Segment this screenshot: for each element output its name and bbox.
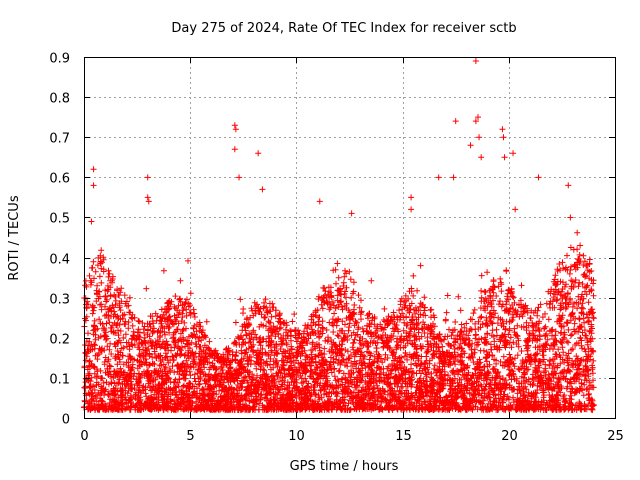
data-point: [232, 126, 239, 133]
data-point: [236, 174, 243, 181]
data-point: [231, 122, 238, 129]
data-point: [408, 206, 415, 213]
data-point: [450, 174, 457, 181]
data-point: [472, 58, 479, 65]
chart-title: Day 275 of 2024, Rate Of TEC Index for r…: [171, 21, 516, 36]
data-point: [478, 154, 485, 161]
y-tick-label: 0: [62, 413, 70, 428]
x-axis-label: GPS time / hours: [290, 459, 399, 474]
y-tick-label: 0.2: [49, 333, 70, 348]
data-point: [90, 166, 97, 173]
data-point: [500, 134, 507, 141]
y-tick-label: 0.9: [49, 52, 70, 67]
data-point: [535, 174, 542, 181]
data-point: [476, 134, 483, 141]
y-tick-label: 0.3: [49, 293, 70, 308]
data-point: [90, 182, 97, 189]
plot-frame: [84, 57, 616, 419]
data-point: [501, 154, 508, 161]
scatter-cloud: [81, 229, 597, 413]
y-tick-label: 0.6: [49, 172, 70, 187]
data-point: [472, 118, 479, 125]
data-point: [231, 146, 238, 153]
data-point: [316, 198, 323, 205]
data-point: [259, 186, 266, 193]
data-point: [567, 214, 574, 221]
data-point: [145, 198, 152, 205]
data-point: [255, 150, 262, 157]
data-point: [475, 114, 482, 121]
data-points: [81, 58, 597, 413]
data-point: [499, 126, 506, 133]
data-point: [565, 182, 572, 189]
y-tick-label: 0.1: [49, 373, 70, 388]
y-tick-label: 0.5: [49, 212, 70, 227]
grid-lines: [84, 57, 615, 418]
data-point: [452, 118, 459, 125]
y-tick-label: 0.8: [49, 92, 70, 107]
data-point: [144, 194, 151, 201]
data-point: [144, 174, 151, 181]
data-point: [512, 206, 519, 213]
data-point: [348, 210, 355, 217]
y-tick-label: 0.7: [49, 132, 70, 147]
data-point: [408, 194, 415, 201]
x-tick-label: 20: [501, 429, 518, 444]
data-point: [435, 174, 442, 181]
x-tick-label: 15: [395, 429, 412, 444]
x-tick-label: 10: [288, 429, 305, 444]
data-point: [467, 142, 474, 149]
data-point: [510, 150, 517, 157]
axis-ticks: 0 5 10 15 20 25 0 0.1 0.2 0.3 0.4 0.5 0.6 0.7 0.8 0.9: [49, 52, 623, 445]
x-tick-label: 5: [186, 429, 194, 444]
x-tick-label: 0: [80, 429, 88, 444]
data-point: [88, 218, 95, 225]
y-axis-label: ROTI / TECUs: [7, 195, 22, 280]
y-tick-label: 0.4: [49, 253, 70, 268]
x-tick-label: 25: [607, 429, 624, 444]
